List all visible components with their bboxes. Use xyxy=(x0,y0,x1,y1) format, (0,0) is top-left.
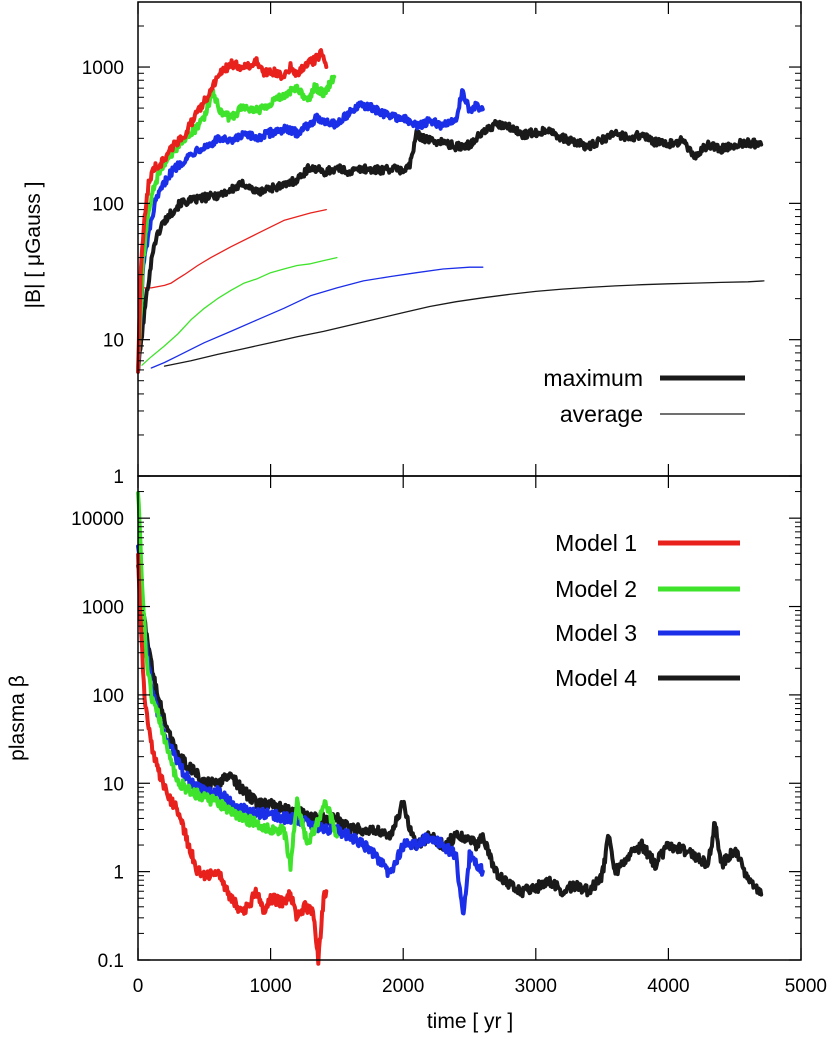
legend-label-model3: Model 3 xyxy=(555,620,637,646)
top-ticks-layer: 1 10 100 1000 xyxy=(82,1,802,488)
model-legend: Model 1 Model 2 Model 3 Model 4 xyxy=(555,530,740,691)
model1-average-line xyxy=(143,208,327,289)
model3-maximum-line xyxy=(136,88,485,374)
legend-label-model1: Model 1 xyxy=(555,530,637,556)
model2-beta-line xyxy=(136,491,339,872)
top-y-axis-title: |B| [ μGauss ] xyxy=(22,182,45,309)
legend-label-model2: Model 2 xyxy=(555,576,637,602)
model2-maximum-line xyxy=(136,74,337,374)
model1-maximum-line xyxy=(136,48,329,374)
bottom-y-axis-title: plasma β xyxy=(6,675,29,761)
model3-beta-line xyxy=(136,544,485,916)
x-tick-label: 4000 xyxy=(647,976,689,997)
x-tick-label: 2000 xyxy=(382,976,424,997)
bottom-panel-frame xyxy=(137,475,802,961)
model4-average-line xyxy=(163,280,765,367)
bottom-series-layer xyxy=(136,491,764,966)
top-panel-frame xyxy=(137,1,802,477)
top-y-tick-label: 100 xyxy=(92,194,124,215)
bottom-y-tick-label: 10000 xyxy=(71,509,124,530)
model4-maximum-line xyxy=(136,119,764,374)
legend-label-model4: Model 4 xyxy=(555,665,637,691)
x-tick-label: 3000 xyxy=(515,976,557,997)
bottom-y-tick-label: 1000 xyxy=(82,598,124,619)
model2-average-line xyxy=(141,256,338,366)
top-series-layer xyxy=(136,48,765,374)
x-tick-label: 5000 xyxy=(785,976,827,997)
top-y-tick-label: 10 xyxy=(103,331,124,352)
model4-beta-line xyxy=(136,563,764,899)
bottom-y-tick-label: 0.1 xyxy=(98,951,124,972)
top-y-tick-label: 1000 xyxy=(82,58,124,79)
x-axis-title: time [ yr ] xyxy=(427,1010,513,1033)
style-legend-label-average: average xyxy=(560,401,643,427)
bottom-y-tick-label: 100 xyxy=(92,686,124,707)
x-tick-label: 0 xyxy=(133,976,144,997)
bottom-ticks-layer: 0.1 1 10 100 1000 10000 0 1000 2000 3000 4000 5000 xyxy=(71,475,827,997)
x-tick-label: 1000 xyxy=(249,976,291,997)
top-y-tick-label: 1 xyxy=(113,467,124,488)
model3-average-line xyxy=(150,266,484,369)
style-legend-label-maximum: maximum xyxy=(543,365,643,391)
top-panel: 1 10 100 1000 |B| [ μGauss ] maximum average xyxy=(22,1,802,488)
bottom-y-tick-label: 10 xyxy=(103,774,124,795)
model1-beta-line xyxy=(136,552,329,966)
style-legend: maximum average xyxy=(543,365,745,427)
bottom-y-tick-label: 1 xyxy=(113,863,124,884)
